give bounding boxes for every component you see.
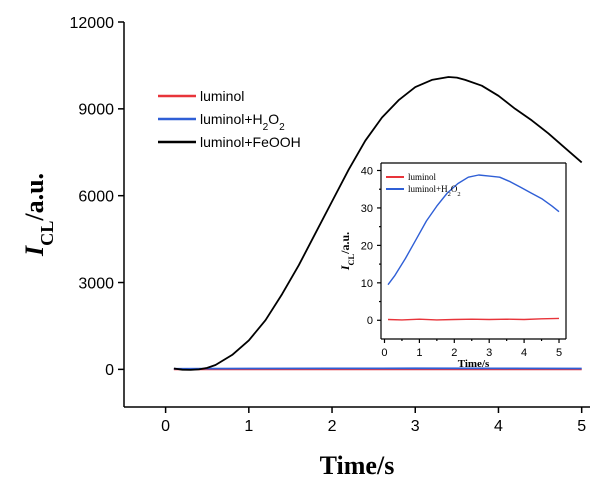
main-y-tick-label: 9000 xyxy=(78,102,114,119)
legend-text-part: O xyxy=(268,111,279,127)
main-legend-label-0: luminol xyxy=(200,88,244,104)
inset-y-tick-label: 30 xyxy=(361,203,373,215)
inset-y-tick-label: 10 xyxy=(361,278,373,290)
main-x-tick-label: 1 xyxy=(244,418,253,435)
inset-x-axis-title: Time/s xyxy=(458,358,490,370)
main-x-tick-label: 4 xyxy=(494,418,503,435)
y-axis-title-symbol: I xyxy=(338,264,352,271)
inset-legend-label-1: luminol+H2O2 xyxy=(408,184,461,198)
legend-text-part: luminol+FeOOH xyxy=(200,134,301,150)
main-x-axis-title: Time/s xyxy=(320,451,395,479)
main-x-tick-label: 3 xyxy=(411,418,420,435)
main-series-line-1 xyxy=(173,367,582,370)
legend-subscript: 2 xyxy=(448,191,451,198)
legend-subscript: 2 xyxy=(279,121,285,132)
main-y-tick-label: 3000 xyxy=(78,275,114,292)
inset-y-tick-label: 20 xyxy=(361,240,373,252)
legend-text-part: luminol xyxy=(200,88,244,104)
inset-x-tick-label: 3 xyxy=(486,347,492,359)
y-axis-title-subscript: CL xyxy=(347,253,356,265)
main-y-tick-label: 12000 xyxy=(70,15,115,32)
inset-series-line-1 xyxy=(387,174,560,286)
inset-y-tick-label: 0 xyxy=(367,315,373,327)
main-y-tick-label: 6000 xyxy=(78,188,114,205)
main-x-tick-label: 5 xyxy=(577,418,586,435)
main-x-tick-label: 2 xyxy=(328,418,337,435)
y-axis-title-unit: /a.u. xyxy=(338,232,352,255)
inset-x-tick-label: 5 xyxy=(556,347,562,359)
inset-x-tick-label: 1 xyxy=(416,347,422,359)
legend-subscript: 2 xyxy=(263,121,269,132)
legend-subscript: 2 xyxy=(457,191,460,198)
inset-x-tick-label: 0 xyxy=(381,347,387,359)
inset-x-tick-label: 4 xyxy=(521,347,527,359)
main-legend-label-1: luminol+H2O2 xyxy=(200,111,285,132)
main-y-tick-label: 0 xyxy=(105,362,114,379)
inset-x-tick-label: 2 xyxy=(451,347,457,359)
y-axis-title-symbol: I xyxy=(20,245,49,257)
inset-legend-label-0: luminol xyxy=(408,172,437,182)
y-axis-title-unit: /a.u. xyxy=(20,173,49,222)
legend-text-part: O xyxy=(451,184,458,194)
y-axis-title-subscript: CL xyxy=(37,221,57,246)
main-legend-label-2: luminol+FeOOH xyxy=(200,134,301,150)
legend-text-part: luminol+H xyxy=(200,111,263,127)
legend-text-part: luminol+H xyxy=(408,184,448,194)
inset-y-axis-title: ICL/a.u. xyxy=(338,232,356,271)
main-plot: 0 1 2 3 4 5030006000900012000luminolluminol+H… xyxy=(20,15,590,479)
main-y-axis-title: ICL/a.u. xyxy=(20,173,57,257)
inset-y-tick-label: 40 xyxy=(361,165,373,177)
inset-plot-background xyxy=(381,163,566,339)
inset-series-line-0 xyxy=(387,317,560,321)
main-x-tick-label: 0 xyxy=(161,418,170,435)
legend-text-part: luminol xyxy=(408,172,437,182)
main-series-line-2 xyxy=(173,76,583,371)
